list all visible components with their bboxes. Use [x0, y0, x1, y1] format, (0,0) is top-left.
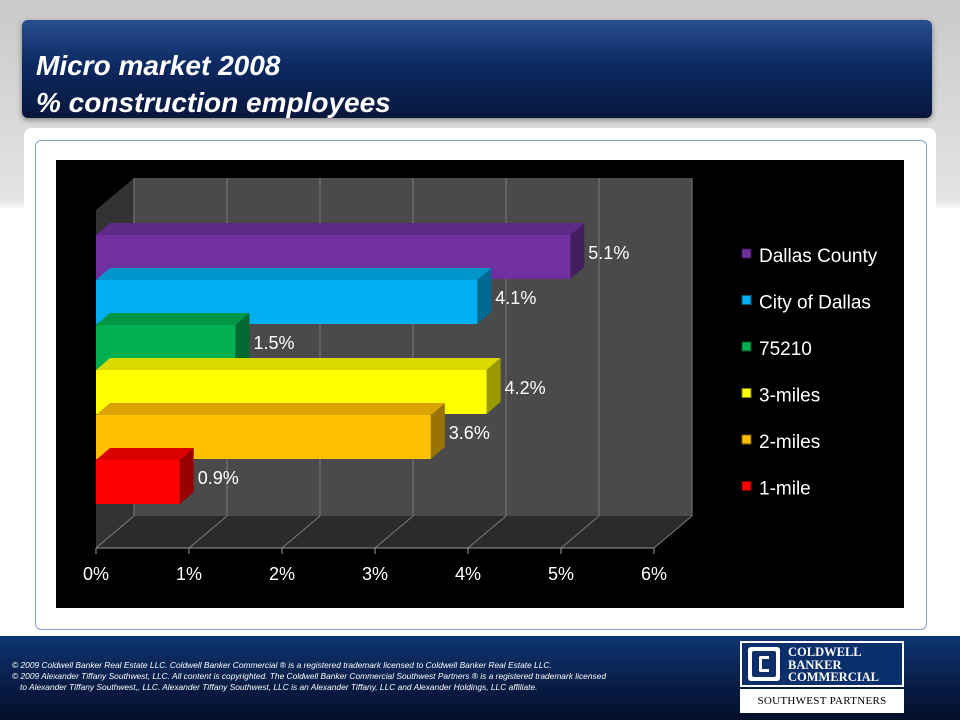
data-label: 1.5% — [254, 333, 295, 353]
gridline-floor — [560, 515, 600, 549]
x-tick-label: 6% — [641, 564, 667, 584]
slide-subtitle: % construction employees — [36, 87, 391, 118]
legend-label: Dallas County — [759, 246, 878, 267]
copyright-line-1: © 2009 Coldwell Banker Real Estate LLC. … — [12, 660, 552, 670]
gridline-floor — [95, 515, 135, 549]
bar-top-face — [96, 223, 585, 235]
gridline-floor — [281, 515, 321, 549]
bar-top-face — [96, 358, 501, 370]
logo-subtitle: SOUTHWEST PARTNERS — [740, 689, 904, 713]
legend-label: 3-miles — [759, 386, 820, 407]
x-tick-label: 5% — [548, 564, 574, 584]
bar-end-face — [430, 403, 445, 459]
title-bar: Micro market 2008 % construction employe… — [22, 20, 932, 118]
legend-swatch — [741, 341, 752, 352]
company-logo: COLDWELL BANKER COMMERCIAL — [740, 641, 904, 687]
logo-wordmark: COLDWELL BANKER COMMERCIAL — [788, 645, 879, 684]
bar-top-face — [96, 403, 445, 415]
data-label: 0.9% — [198, 468, 239, 488]
x-tick-label: 0% — [83, 564, 109, 584]
gridline-floor — [653, 515, 693, 549]
slide-title: Micro market 2008 — [36, 50, 281, 81]
bar-end-face — [477, 268, 492, 324]
logo-emblem-icon — [748, 647, 780, 681]
copyright-notice: © 2009 Coldwell Banker Real Estate LLC. … — [12, 660, 732, 693]
x-tick-label: 4% — [455, 564, 481, 584]
bar-end-face — [179, 448, 194, 504]
gridline-floor — [374, 515, 414, 549]
legend-swatch — [741, 481, 752, 491]
bar-top-face — [96, 268, 492, 280]
gridline-floor — [467, 515, 507, 549]
copyright-line-2: © 2009 Alexander Tiffany Southwest, LLC.… — [12, 671, 606, 681]
x-tick-label: 1% — [176, 564, 202, 584]
data-label: 5.1% — [588, 243, 629, 263]
legend-swatch — [741, 388, 752, 398]
bar-end-face — [235, 313, 250, 369]
bar-end-face — [486, 358, 501, 414]
bar-top-face — [96, 448, 194, 460]
legend-label: 2-miles — [759, 432, 820, 453]
bar-end-face — [570, 223, 585, 279]
bar-chart: 0% 1% 2% 3% 4% 5% 6% 5.1% 4.1% 1.5% 4.2% 3.6% 0.9% Da… — [83, 178, 878, 584]
legend-swatch — [741, 248, 752, 259]
legend-label: 75210 — [759, 339, 812, 360]
x-tick-label: 3% — [362, 564, 388, 584]
chart-area: 0% 1% 2% 3% 4% 5% 6% 5.1% 4.1% 1.5% 4.2% 3.6% 0.9% Da… — [56, 160, 904, 608]
data-label: 4.1% — [495, 288, 536, 308]
gridline-floor — [188, 515, 228, 549]
copyright-line-3: to Alexander Tiffany Southwest,, LLC. Al… — [20, 682, 538, 692]
x-tick-label: 2% — [269, 564, 295, 584]
bar-top-face — [96, 313, 250, 325]
legend-label: City of Dallas — [759, 293, 871, 314]
legend-swatch — [741, 295, 752, 305]
bar — [96, 460, 180, 504]
legend-label: 1-mile — [759, 479, 811, 500]
data-label: 3.6% — [449, 423, 490, 443]
data-label: 4.2% — [505, 378, 546, 398]
legend-swatch — [741, 434, 752, 445]
